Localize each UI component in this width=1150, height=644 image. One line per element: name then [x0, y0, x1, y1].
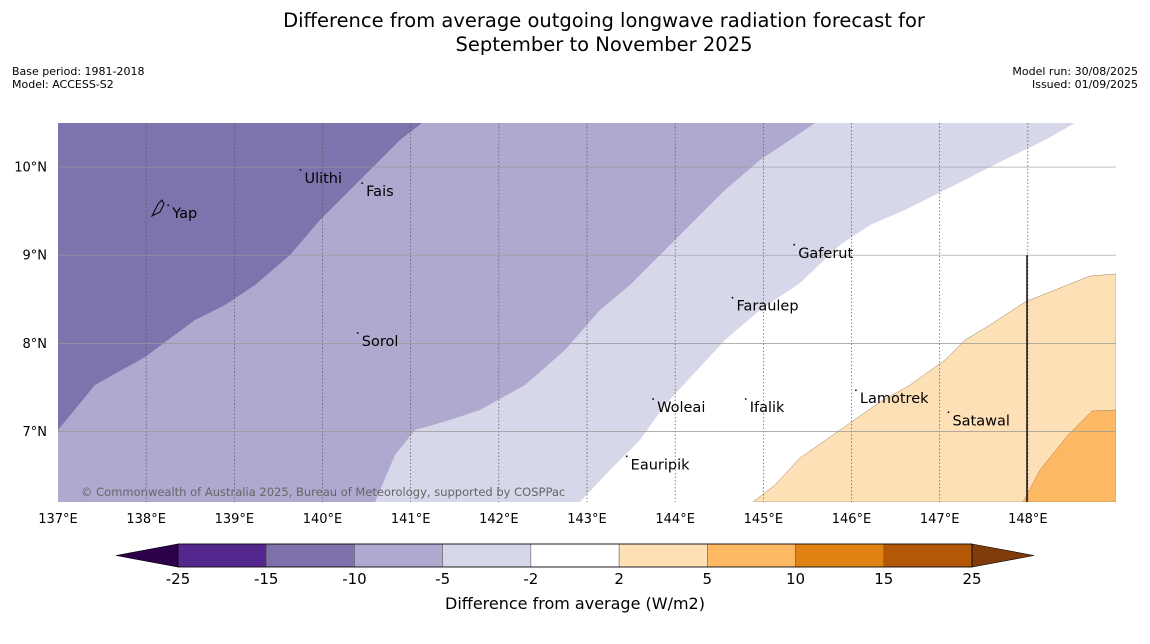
colorbar-frame: [177, 543, 973, 568]
island-marker: [855, 389, 857, 392]
colorbar-cell: [354, 543, 443, 568]
colorbar-cell: [883, 543, 973, 568]
base-period-text: Base period: 1981-2018: [12, 65, 145, 78]
place-label: Woleai: [657, 400, 705, 416]
island-marker: [356, 332, 359, 334]
colorbar-cells: [115, 543, 1035, 568]
lat-tick-label: 10°N: [14, 161, 47, 176]
colorbar-tick-label: 15: [874, 570, 893, 588]
title-line-2: September to November 2025: [455, 33, 753, 56]
lon-tick-label: 142°E: [479, 512, 519, 527]
band-2-to-5: [752, 273, 1116, 502]
colorbar-ticks: -25 -15 -10 -5 -2 2 5 10 15 25: [166, 570, 982, 588]
lat-tick-label: 7°N: [23, 425, 48, 440]
place-label: Sorol: [362, 334, 399, 350]
band-5-to-10: [1022, 409, 1116, 502]
title-line-1: Difference from average outgoing longwav…: [283, 9, 925, 32]
colorbar-extend-low: [115, 543, 179, 568]
lon-tick-label: 137°E: [38, 512, 78, 527]
copyright-text: © Commonwealth of Australia 2025, Bureau…: [81, 485, 565, 499]
colorbar-tick-label: -5: [435, 570, 450, 588]
colorbar-cell: [618, 543, 708, 568]
lon-tick-label: 138°E: [126, 512, 166, 527]
place-label: Yap: [171, 206, 197, 222]
island-marker: [652, 398, 655, 400]
lat-tick-label: 8°N: [23, 337, 48, 352]
island-marker: [299, 168, 302, 171]
colorbar-label: Difference from average (W/m2): [445, 594, 705, 613]
lon-tick-label: 146°E: [832, 512, 872, 527]
place-label: Gaferut: [798, 246, 853, 262]
colorbar-tick-label: 2: [614, 570, 624, 588]
issued-text: Issued: 01/09/2025: [1031, 78, 1138, 91]
model-run-text: Model run: 30/08/2025: [1012, 65, 1138, 78]
yap-island-outline: [150, 199, 165, 218]
island-marker: [361, 182, 364, 185]
colorbar-cell: [795, 543, 885, 568]
island-marker: [947, 411, 950, 414]
place-label: Eauripik: [631, 457, 690, 473]
colorbar-tick-label: 5: [703, 570, 713, 588]
lat-tick-label: 9°N: [23, 249, 48, 264]
colorbar-cell: [265, 543, 355, 568]
island-marker: [167, 204, 170, 207]
place-label: Ifalik: [750, 400, 785, 416]
place-label: Lamotrek: [860, 391, 929, 407]
place-label: Satawal: [952, 413, 1009, 429]
place-markers: Yap Ulithi Fais Gaferut Faraulep Sorol Lamotre…: [167, 168, 1010, 473]
island-marker: [625, 455, 628, 458]
lon-tick-label: 144°E: [655, 512, 695, 527]
colorbar-extend-high: [971, 543, 1035, 568]
colorbar-tick-label: -2: [523, 570, 538, 588]
lon-tick-label: 141°E: [391, 512, 431, 527]
map-title: Difference from average outgoing longwav…: [0, 9, 1150, 57]
run-info: Model run: 30/08/2025 Issued: 01/09/2025: [1012, 65, 1138, 91]
colorbar-tick-label: -25: [166, 570, 191, 588]
place-label: Faraulep: [736, 299, 798, 315]
colorbar-cell: [442, 543, 532, 568]
colorbar-tick-label: -10: [342, 570, 367, 588]
base-info: Base period: 1981-2018 Model: ACCESS-S2: [12, 65, 144, 91]
lon-tick-label: 145°E: [744, 512, 784, 527]
island-marker: [744, 398, 747, 400]
lon-tick-label: 139°E: [215, 512, 255, 527]
band-minus-10-to-minus-15: [58, 123, 422, 430]
lon-tick-label: 143°E: [567, 512, 607, 527]
model-text: Model: ACCESS-S2: [12, 78, 114, 91]
lon-tick-label: 140°E: [303, 512, 343, 527]
colorbar-cell: [707, 543, 796, 568]
place-label: Fais: [366, 184, 393, 200]
colorbar-cell: [530, 543, 620, 568]
colorbar-tick-label: -15: [254, 570, 279, 588]
lon-tick-label: 148°E: [1008, 512, 1048, 527]
gridlines: [58, 123, 1116, 502]
colorbar-cell: [177, 543, 267, 568]
longitude-ticks: 137°E 138°E 139°E 140°E 141°E 142°E 143°E 144°E…: [38, 512, 1047, 527]
island-marker: [793, 243, 796, 246]
lon-tick-label: 147°E: [920, 512, 960, 527]
place-label: Ulithi: [304, 171, 342, 187]
island-marker: [731, 296, 734, 299]
colorbar-tick-label: 10: [786, 570, 805, 588]
colorbar-tick-label: 25: [962, 570, 981, 588]
latitude-ticks: 10°N 9°N 8°N 7°N: [14, 161, 47, 440]
